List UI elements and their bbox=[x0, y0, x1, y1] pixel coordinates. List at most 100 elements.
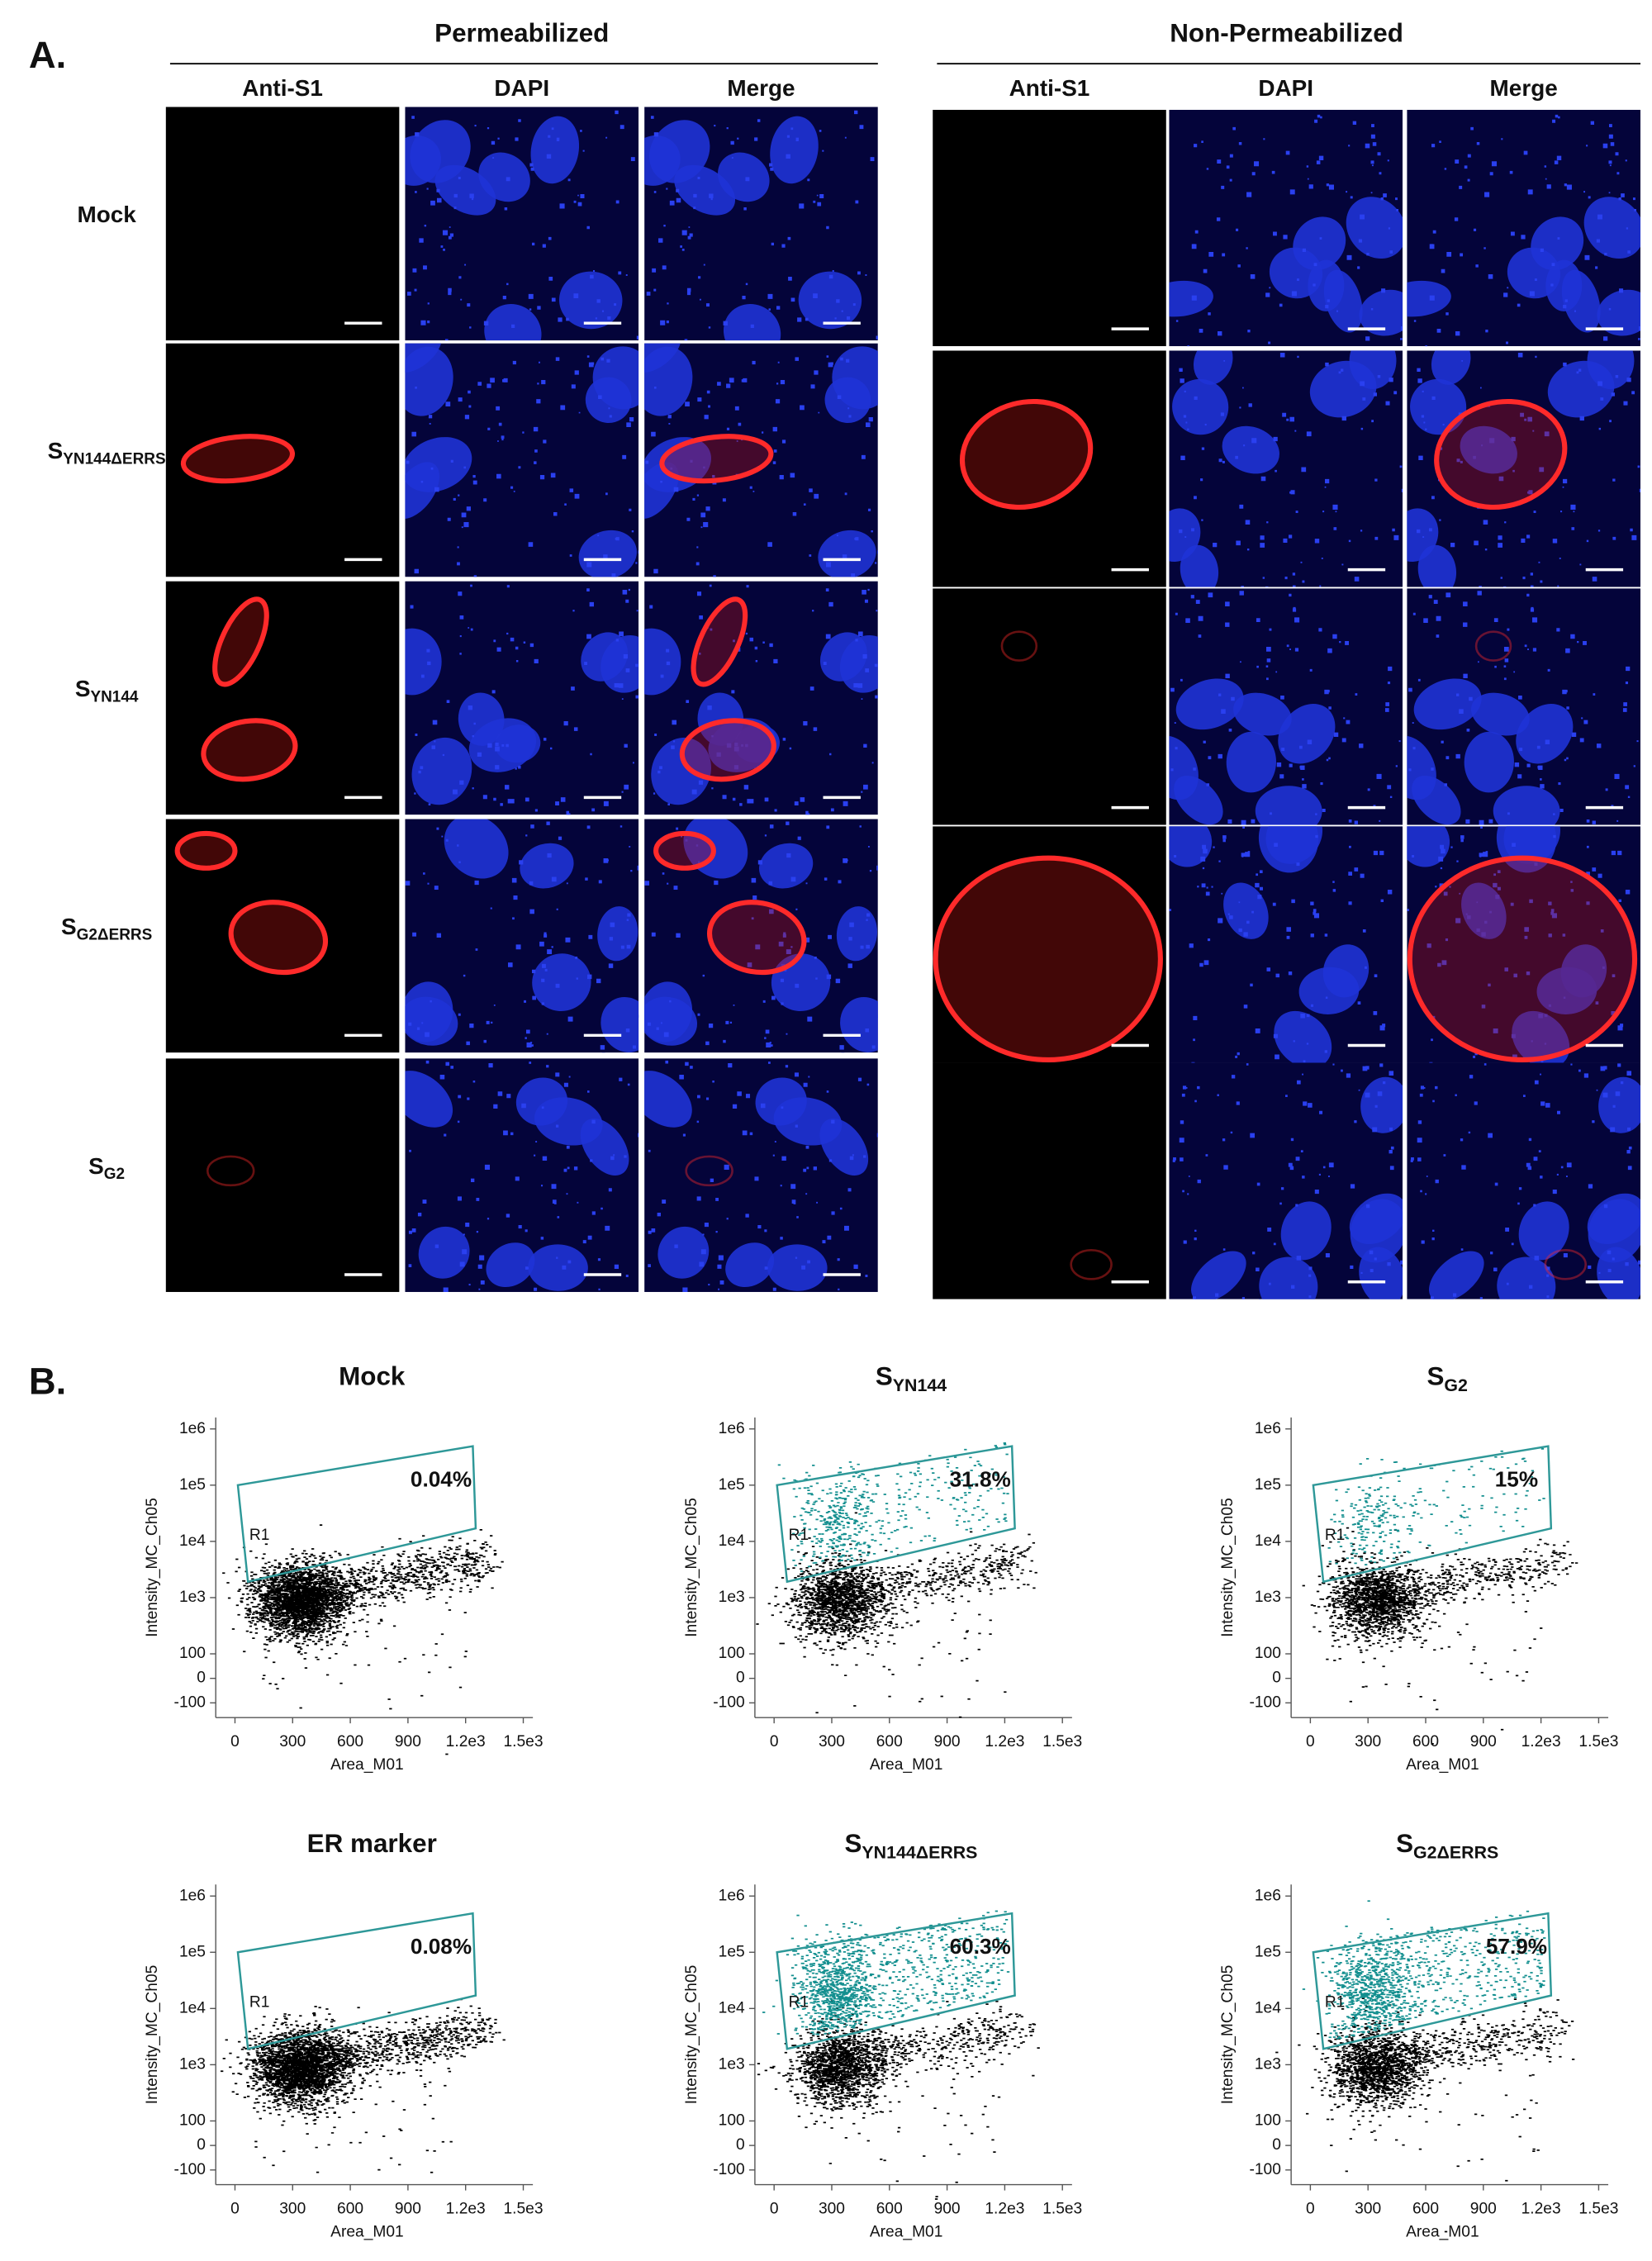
micrograph-bg bbox=[933, 826, 1166, 1063]
gate bbox=[236, 1912, 477, 2050]
gated-cloud bbox=[1302, 1900, 1546, 2040]
nucleus bbox=[1587, 350, 1635, 390]
nucleus bbox=[1359, 289, 1403, 336]
y-tick-label: 1e4 bbox=[179, 1999, 206, 2016]
nucleus bbox=[644, 346, 693, 416]
gate bbox=[1312, 1445, 1553, 1584]
micrograph bbox=[165, 819, 400, 1053]
x-tick-label: 600 bbox=[876, 1733, 903, 1750]
gate-percent: 15% bbox=[1495, 1466, 1538, 1491]
chart-title-sub: G2 bbox=[1444, 1375, 1468, 1395]
gated-cloud bbox=[777, 1442, 1009, 1572]
stain bbox=[1070, 1249, 1113, 1280]
y-tick-label: 0 bbox=[736, 2136, 745, 2154]
cell-cloud bbox=[221, 1998, 506, 2173]
nucleus bbox=[578, 530, 637, 577]
y-tick-label: 100 bbox=[179, 1645, 206, 1662]
micrograph bbox=[1407, 350, 1641, 587]
row-label-sub: YN144 bbox=[90, 689, 138, 706]
micrograph bbox=[644, 343, 878, 577]
nucleus bbox=[1226, 731, 1277, 793]
y-tick-label: 1e4 bbox=[1255, 1999, 1281, 2016]
y-tick-label: 100 bbox=[1255, 1645, 1281, 1662]
y-tick-label: 1e4 bbox=[1255, 1532, 1281, 1550]
stain bbox=[933, 855, 1163, 1063]
x-axis-label: Area_M01 bbox=[870, 2223, 943, 2240]
micrograph-bg bbox=[933, 109, 1166, 347]
nucleus bbox=[1222, 425, 1279, 474]
nucleus bbox=[1497, 1256, 1556, 1299]
nucleus bbox=[1536, 967, 1597, 1014]
nucleus bbox=[1175, 678, 1244, 730]
chart-title-sub: G2ΔERRS bbox=[1413, 1842, 1498, 1862]
x-tick-label: 1.5e3 bbox=[504, 1733, 544, 1750]
column-header: Merge bbox=[1490, 75, 1558, 101]
gated-cloud bbox=[1327, 1447, 1545, 1566]
y-tick-label: 1e5 bbox=[1255, 1476, 1281, 1494]
y-tick-label: 0 bbox=[1272, 1670, 1281, 1687]
micrograph-bg bbox=[933, 1062, 1166, 1299]
micrograph bbox=[1169, 588, 1403, 825]
chart-title: SYN144ΔERRS bbox=[844, 1829, 977, 1862]
speckles bbox=[408, 1060, 639, 1292]
x-tick-label: 600 bbox=[1412, 2200, 1439, 2217]
nucleus bbox=[1280, 1201, 1332, 1261]
micrograph bbox=[165, 107, 400, 341]
x-tick-label: 1.2e3 bbox=[446, 1733, 486, 1750]
row-label-main: Mock bbox=[77, 202, 136, 227]
row-label-main: S bbox=[61, 914, 77, 940]
gate-name: R1 bbox=[789, 1993, 809, 2011]
micrograph bbox=[933, 826, 1166, 1063]
nucleus bbox=[1172, 378, 1229, 435]
nucleus bbox=[1269, 247, 1323, 299]
y-tick-label: 1e6 bbox=[719, 1420, 745, 1437]
nucleus bbox=[1255, 786, 1322, 825]
micrograph-bg bbox=[165, 581, 400, 815]
chart-title-main: S bbox=[844, 1829, 862, 1858]
stain bbox=[1407, 855, 1638, 1063]
y-tick-label: 1e4 bbox=[719, 1532, 745, 1550]
stain bbox=[206, 1155, 255, 1187]
y-tick-label: 100 bbox=[719, 1645, 745, 1662]
y-tick-label: 1e5 bbox=[719, 1476, 745, 1494]
y-tick-label: -100 bbox=[1249, 2161, 1280, 2178]
nucleus bbox=[405, 462, 440, 519]
nucleus bbox=[644, 462, 679, 519]
x-tick-label: 1.2e3 bbox=[1521, 2200, 1561, 2217]
micrograph-bg bbox=[165, 107, 400, 341]
y-axis-label: Intensity_MC_Ch05 bbox=[144, 1965, 161, 2105]
nucleus bbox=[651, 737, 711, 805]
chart-title-sub: YN144 bbox=[893, 1375, 947, 1395]
y-tick-label: 1e5 bbox=[719, 1943, 745, 1960]
nucleus bbox=[418, 1226, 470, 1279]
nucleus bbox=[1359, 1247, 1403, 1299]
nucleus bbox=[1265, 826, 1323, 864]
nucleus bbox=[1193, 350, 1233, 385]
x-tick-label: 1.5e3 bbox=[1042, 2200, 1082, 2217]
micrograph bbox=[1407, 826, 1641, 1063]
nucleus bbox=[515, 1077, 568, 1126]
y-tick-label: 0 bbox=[736, 1670, 745, 1687]
speckles bbox=[405, 821, 639, 1053]
micrograph bbox=[933, 1062, 1166, 1299]
x-tick-label: 1.5e3 bbox=[1042, 1733, 1082, 1750]
nucleus bbox=[1407, 826, 1450, 867]
chart-title: SG2ΔERRS bbox=[1396, 1829, 1498, 1862]
micrograph bbox=[165, 581, 400, 815]
x-tick-label: 0 bbox=[770, 2200, 779, 2217]
micrograph bbox=[405, 343, 639, 577]
nucleus bbox=[528, 1244, 588, 1291]
micrograph bbox=[1407, 1062, 1641, 1299]
chart-title: SYN144 bbox=[876, 1362, 947, 1395]
stain bbox=[180, 434, 296, 484]
micrograph bbox=[1407, 588, 1641, 825]
micrograph bbox=[644, 1058, 878, 1292]
nucleus bbox=[486, 1242, 535, 1288]
y-tick-label: 0 bbox=[1272, 2136, 1281, 2154]
x-tick-label: 900 bbox=[1470, 1733, 1497, 1750]
column-header: Merge bbox=[727, 75, 795, 101]
x-tick-label: 600 bbox=[337, 1733, 363, 1750]
x-tick-label: 900 bbox=[934, 1733, 961, 1750]
